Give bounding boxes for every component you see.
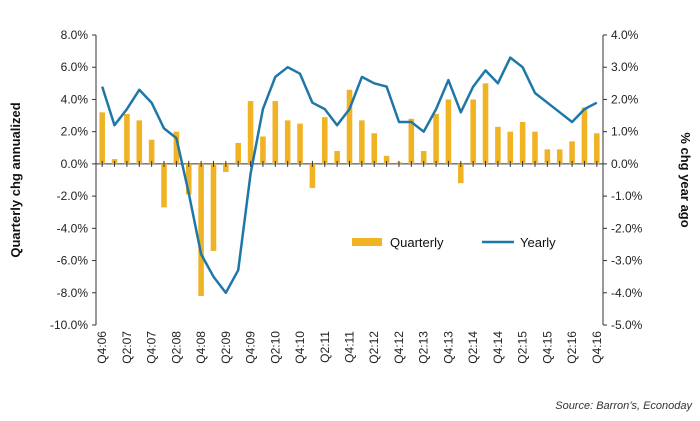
- x-tick-label: Q4:15: [540, 331, 554, 364]
- bar-quarterly: [371, 133, 378, 164]
- y-tick-label: 0.0%: [61, 157, 89, 171]
- bar-quarterly: [309, 163, 316, 189]
- bar-quarterly: [383, 155, 390, 164]
- bar-quarterly: [223, 163, 229, 172]
- x-tick-label: Q2:12: [367, 331, 381, 364]
- bar-quarterly: [507, 131, 514, 164]
- bar-quarterly: [210, 163, 217, 251]
- y2-tick-label: -2.0%: [611, 221, 643, 235]
- y-axis-title: Quarterly chg annualized: [8, 102, 23, 257]
- y-tick-label: 4.0%: [61, 92, 89, 106]
- bar-quarterly: [359, 120, 365, 164]
- y-tick-label: -6.0%: [57, 254, 89, 268]
- y-tick-label: 6.0%: [61, 60, 89, 74]
- x-tick-label: Q4:08: [194, 331, 208, 364]
- legend-swatch-quarterly: [352, 238, 382, 246]
- x-tick-label: Q2:15: [516, 331, 530, 364]
- legend-label-quarterly: Quarterly: [390, 235, 444, 250]
- x-tick-label: Q4:12: [392, 331, 406, 364]
- source-note: Source: Barron’s, Econoday: [555, 400, 693, 412]
- x-tick-label: Q2:14: [466, 331, 480, 364]
- bar-quarterly: [408, 118, 415, 164]
- bar-quarterly: [420, 151, 427, 164]
- bar-quarterly: [544, 149, 551, 164]
- y2-tick-label: 2.0%: [611, 92, 639, 106]
- y-tick-label: 8.0%: [61, 28, 89, 42]
- x-tick-label: Q4:14: [491, 331, 505, 364]
- bar-quarterly: [260, 136, 266, 164]
- bar-quarterly: [124, 113, 130, 164]
- bar-quarterly: [470, 99, 476, 164]
- bar-quarterly: [99, 112, 105, 164]
- legend-label-yearly: Yearly: [520, 235, 556, 250]
- bar-quarterly: [482, 83, 489, 164]
- bar-quarterly: [321, 117, 328, 164]
- x-tick-label: Q4:07: [145, 331, 159, 364]
- y2-tick-label: 0.0%: [611, 157, 639, 171]
- plot-area: 8.0% 6.0% 4.0% 2.0% 0.0% -2.0% -4.0% -6.0% -8.0%…: [50, 28, 643, 364]
- bar-quarterly: [334, 151, 340, 164]
- x-tick-label: Q2:07: [120, 331, 134, 364]
- y2-tick-label: -4.0%: [611, 286, 643, 300]
- legend: Quarterly Yearly: [352, 235, 556, 250]
- y2-tick-label: 1.0%: [611, 125, 639, 139]
- y2-tick-label: -3.0%: [611, 254, 643, 268]
- bar-quarterly: [136, 120, 143, 164]
- x-tick-label: Q2:11: [318, 331, 332, 363]
- y-tick-label: 2.0%: [61, 125, 89, 139]
- x-tick-label: Q2:10: [268, 331, 282, 364]
- x-tick-label: Q4:09: [244, 331, 258, 364]
- bar-quarterly: [495, 126, 501, 164]
- x-tick-label: Q4:13: [441, 331, 455, 364]
- x-tick-label: Q4:11: [343, 331, 357, 363]
- x-tick-label: Q2:09: [219, 331, 233, 364]
- bar-quarterly: [173, 131, 180, 164]
- bar-quarterly: [297, 123, 303, 164]
- bar-quarterly: [284, 120, 291, 164]
- bar-quarterly: [458, 163, 464, 184]
- y-tick-label: -8.0%: [57, 286, 89, 300]
- x-tick-label: Q4:06: [95, 331, 109, 364]
- bar-quarterly: [235, 142, 241, 164]
- y2-axis-title: % chg year ago: [678, 132, 693, 227]
- x-tick-label: Q2:16: [565, 331, 579, 364]
- bar-quarterly: [198, 163, 204, 296]
- y2-tick-label: 3.0%: [611, 60, 639, 74]
- bar-quarterly: [148, 139, 155, 164]
- bar-quarterly: [519, 122, 526, 164]
- bar-quarterly: [272, 101, 279, 164]
- bar-quarterly: [433, 113, 439, 164]
- y2-tick-label: 4.0%: [611, 28, 639, 42]
- bar-quarterly: [247, 101, 254, 164]
- x-tick-label: Q4:10: [293, 331, 307, 364]
- x-tick-label: Q4:16: [590, 331, 604, 364]
- line-yearly: [101, 56, 598, 295]
- y2-tick-label: -1.0%: [611, 189, 643, 203]
- y-tick-label: -4.0%: [57, 221, 89, 235]
- bar-quarterly: [445, 99, 452, 164]
- bar-quarterly: [346, 89, 353, 164]
- bar-quarterly: [556, 149, 563, 164]
- bar-quarterly: [185, 163, 192, 195]
- bar-quarterly: [581, 107, 588, 164]
- bar-quarterly: [532, 131, 538, 164]
- x-tick-label: Q2:13: [417, 331, 431, 364]
- bar-quarterly: [569, 141, 575, 164]
- y-tick-label: -10.0%: [50, 318, 88, 332]
- y-tick-label: -2.0%: [57, 189, 89, 203]
- bar-quarterly: [161, 163, 167, 208]
- y2-tick-label: -5.0%: [611, 318, 643, 332]
- x-tick-label: Q2:08: [169, 331, 183, 364]
- bar-quarterly: [594, 133, 600, 164]
